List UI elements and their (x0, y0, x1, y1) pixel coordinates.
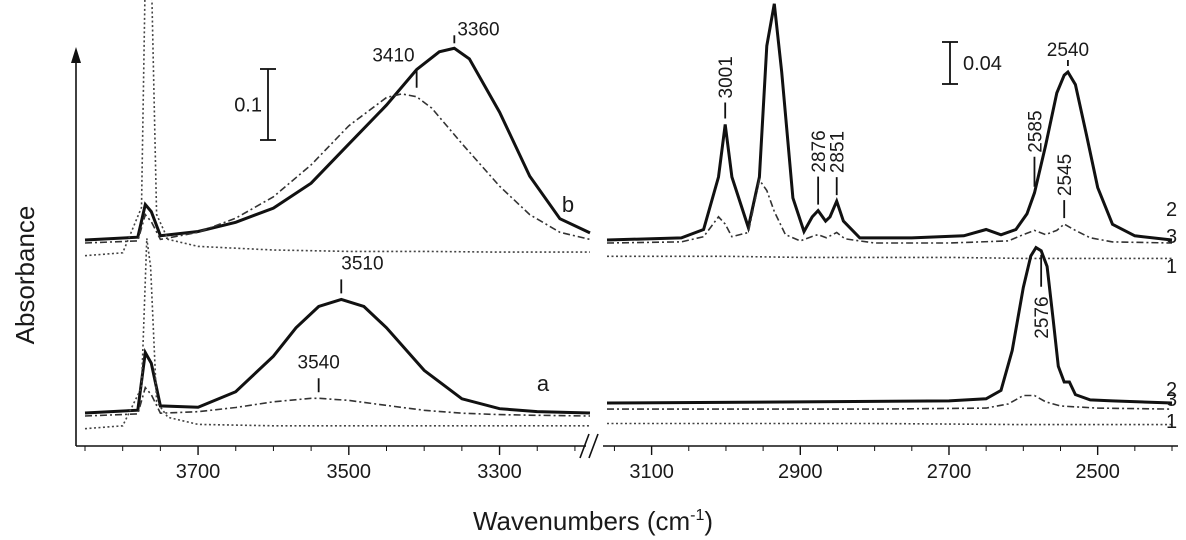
trace-label-b: b (562, 192, 574, 217)
axes-layer: 3700 3500 3300 3100 2900 2700 2500 (71, 47, 1178, 483)
series-line-b-left-curve-3 (84, 93, 591, 244)
peak-label: 3540 (298, 352, 340, 373)
curve-number-label-b: 3 (1166, 226, 1177, 248)
series-line-a-right-curve-3 (607, 394, 1173, 410)
series-line-b-right-curve-1 (607, 255, 1172, 260)
curves-layer (84, 0, 1173, 430)
x-tick-label: 2900 (778, 461, 823, 483)
peak-label: 3410 (372, 46, 414, 67)
x-tick-label: 3700 (176, 461, 221, 483)
peak-label: 2585 (1025, 110, 1046, 152)
x-tick-label: 2500 (1075, 461, 1120, 483)
x-tick-label: 3100 (629, 461, 674, 483)
scale-bar-label-left: 0.1 (234, 95, 262, 117)
series-line-a-left-curve-2 (84, 297, 591, 415)
series-line-a-left-curve-3 (84, 385, 591, 417)
series-line-a-right-curve-1 (607, 422, 1172, 426)
scale-bar-label-right: 0.04 (963, 53, 1002, 75)
trace-label-a: a (537, 371, 550, 396)
y-axis-title: Absorbance (10, 206, 40, 345)
x-tick-label: 3300 (477, 461, 522, 483)
x-tick-label: 2700 (927, 461, 972, 483)
curve-number-label-a: 1 (1166, 411, 1177, 433)
curve-number-label-a: 3 (1166, 389, 1177, 411)
peak-label: 2545 (1055, 154, 1076, 196)
peak-label: 2540 (1047, 40, 1089, 61)
curve-number-label-b: 2 (1166, 199, 1177, 221)
series-line-b-right-curve-2 (606, 3, 1173, 242)
series-line-a-right-curve-2 (606, 245, 1173, 405)
series-line-b-left-curve-2 (84, 46, 591, 242)
peak-label: 2876 (809, 130, 830, 172)
axis-break-mark (579, 433, 590, 459)
y-axis-arrowhead (71, 47, 81, 63)
x-axis-title: Wavenumbers (cm-1) (473, 506, 713, 536)
x-axis-title-close: ) (704, 506, 713, 536)
peak-label: 2576 (1032, 296, 1053, 338)
series-line-b-right-curve-3 (606, 178, 1173, 244)
curve-number-label-b: 1 (1166, 256, 1177, 278)
annotations-layer: 0.10.04ba2312313410336035103540300129352… (234, 19, 1177, 433)
peak-label: 3510 (341, 253, 383, 274)
peak-label: 2851 (828, 131, 849, 173)
x-tick-label: 3500 (327, 461, 372, 483)
x-axis-title-superscript: -1 (690, 507, 704, 524)
peak-label: 3001 (716, 56, 737, 98)
axis-break-mark (588, 433, 599, 459)
x-axis-title-text: Wavenumbers (cm (473, 506, 690, 536)
curve-number-label-a: 2 (1166, 379, 1177, 401)
series-line-b-left-curve-1 (84, 0, 590, 257)
peak-label: 3360 (457, 19, 499, 40)
